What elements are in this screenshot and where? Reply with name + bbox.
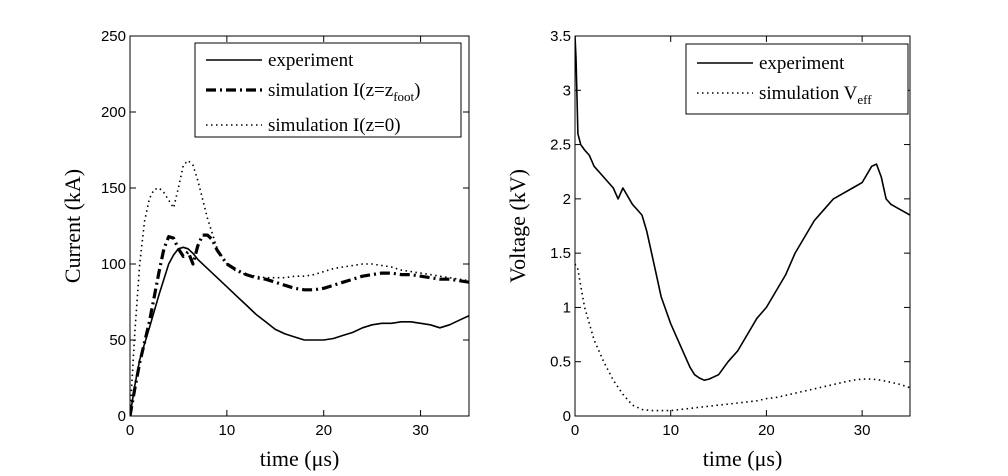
x-tick-label: 10: [219, 422, 236, 439]
legend: experiment simulation Veff: [685, 43, 909, 115]
y-tick-label: 0.5: [550, 354, 571, 371]
x-tick-label: 0: [126, 422, 134, 439]
axes-frame: [129, 35, 470, 417]
y-tick-label: 1: [563, 299, 571, 316]
axes-frame: [574, 35, 911, 417]
legend-entry-main: simulation I(z=z: [268, 80, 393, 101]
x-tick-label: 10: [662, 422, 679, 439]
voltage-chart: 0 10 20 30 0 0.5 1 1.5 2 2.5 3 3.5 time (μs) Voltage …: [505, 28, 911, 471]
x-tick-label: 20: [315, 422, 332, 439]
y-tick-label: 250: [101, 28, 126, 45]
legend-entry-subscript: eff: [857, 92, 872, 107]
legend-entry-main: experiment: [759, 53, 845, 74]
y-tick-label: 3.5: [550, 28, 571, 45]
y-tick-label: 2.5: [550, 137, 571, 154]
plot-area: [575, 36, 910, 412]
y-axis-title: Voltage (kV): [505, 169, 530, 283]
y-tick-label: 200: [101, 104, 126, 121]
x-tick-label: 20: [758, 422, 775, 439]
x-axis-title: time (μs): [260, 446, 340, 471]
series-line-solid: [575, 36, 910, 382]
x-tick-label: 0: [571, 422, 579, 439]
legend-entry: simulation Veff: [759, 83, 872, 107]
legend-entry-main: simulation V: [759, 83, 858, 104]
y-tick-label: 150: [101, 180, 126, 197]
legend-entry-close: ): [414, 80, 420, 101]
legend-entry-main: simulation I(z=0): [268, 115, 401, 136]
legend-entry: experiment: [268, 50, 354, 71]
y-tick-label: 100: [101, 256, 126, 273]
plot-area: [130, 159, 469, 416]
legend-box: [194, 42, 462, 138]
y-tick-label: 0: [118, 408, 126, 425]
legend-entry: simulation I(z=zfoot): [268, 80, 421, 104]
legend-box: [685, 43, 909, 115]
y-tick-label: 1.5: [550, 245, 571, 262]
series-line-solid: [130, 246, 469, 416]
series-line-dotted: [130, 159, 469, 416]
x-tick-label: 30: [412, 422, 429, 439]
y-axis-title: Current (kA): [60, 169, 85, 283]
legend-entry-main: experiment: [268, 50, 354, 71]
y-tick-label: 3: [563, 82, 571, 99]
x-tick-label: 30: [854, 422, 871, 439]
x-axis-title: time (μs): [703, 446, 783, 471]
series-line-dotted: [575, 263, 910, 412]
legend-entry: simulation I(z=0): [268, 115, 401, 136]
series-line-dashdot: [130, 233, 469, 416]
y-tick-label: 50: [109, 332, 126, 349]
legend-entry: experiment: [759, 53, 845, 74]
current-chart: 0 10 20 30 0 50 100 150 200 250 time (μs) Current (…: [60, 28, 470, 471]
y-tick-label: 2: [563, 191, 571, 208]
y-tick-label: 0: [563, 408, 571, 425]
legend-entry-subscript: foot: [393, 89, 414, 104]
